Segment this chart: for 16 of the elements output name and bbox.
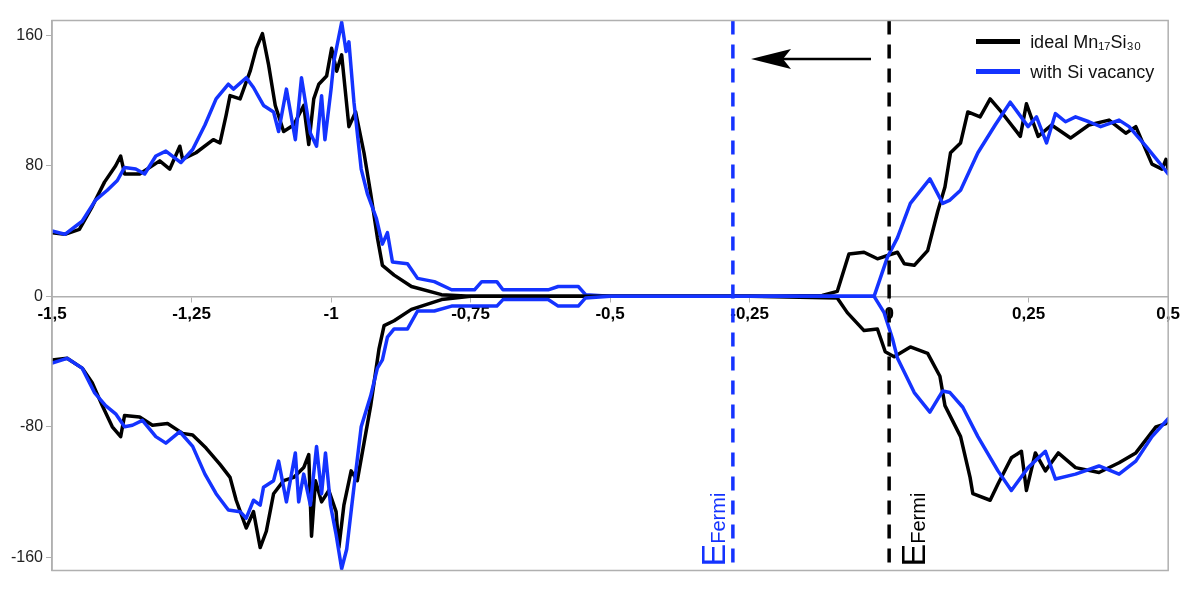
y-tick-label: 160: [16, 25, 44, 43]
x-tick-label: -1,5: [37, 304, 67, 324]
ref-line-label: EFermi: [693, 492, 732, 567]
x-tick-label: -0,5: [595, 304, 625, 324]
x-tick-label: -1,25: [172, 304, 211, 324]
x-tick-label: 0,25: [1012, 304, 1046, 324]
ref-line-label: EFermi: [894, 492, 933, 567]
x-tick-label: -1: [323, 304, 339, 324]
legend-label: ideal Mn₁₇Si₃₀: [1030, 30, 1142, 54]
y-tick-label: -80: [19, 417, 44, 435]
y-tick-label: 80: [25, 156, 44, 174]
legend-label: with Si vacancy: [1030, 60, 1155, 84]
x-tick-label: -0,75: [451, 304, 490, 324]
x-tick-label: 0,5: [1156, 304, 1180, 324]
y-tick-label: -160: [10, 547, 44, 565]
y-tick-label: 0: [34, 286, 44, 304]
